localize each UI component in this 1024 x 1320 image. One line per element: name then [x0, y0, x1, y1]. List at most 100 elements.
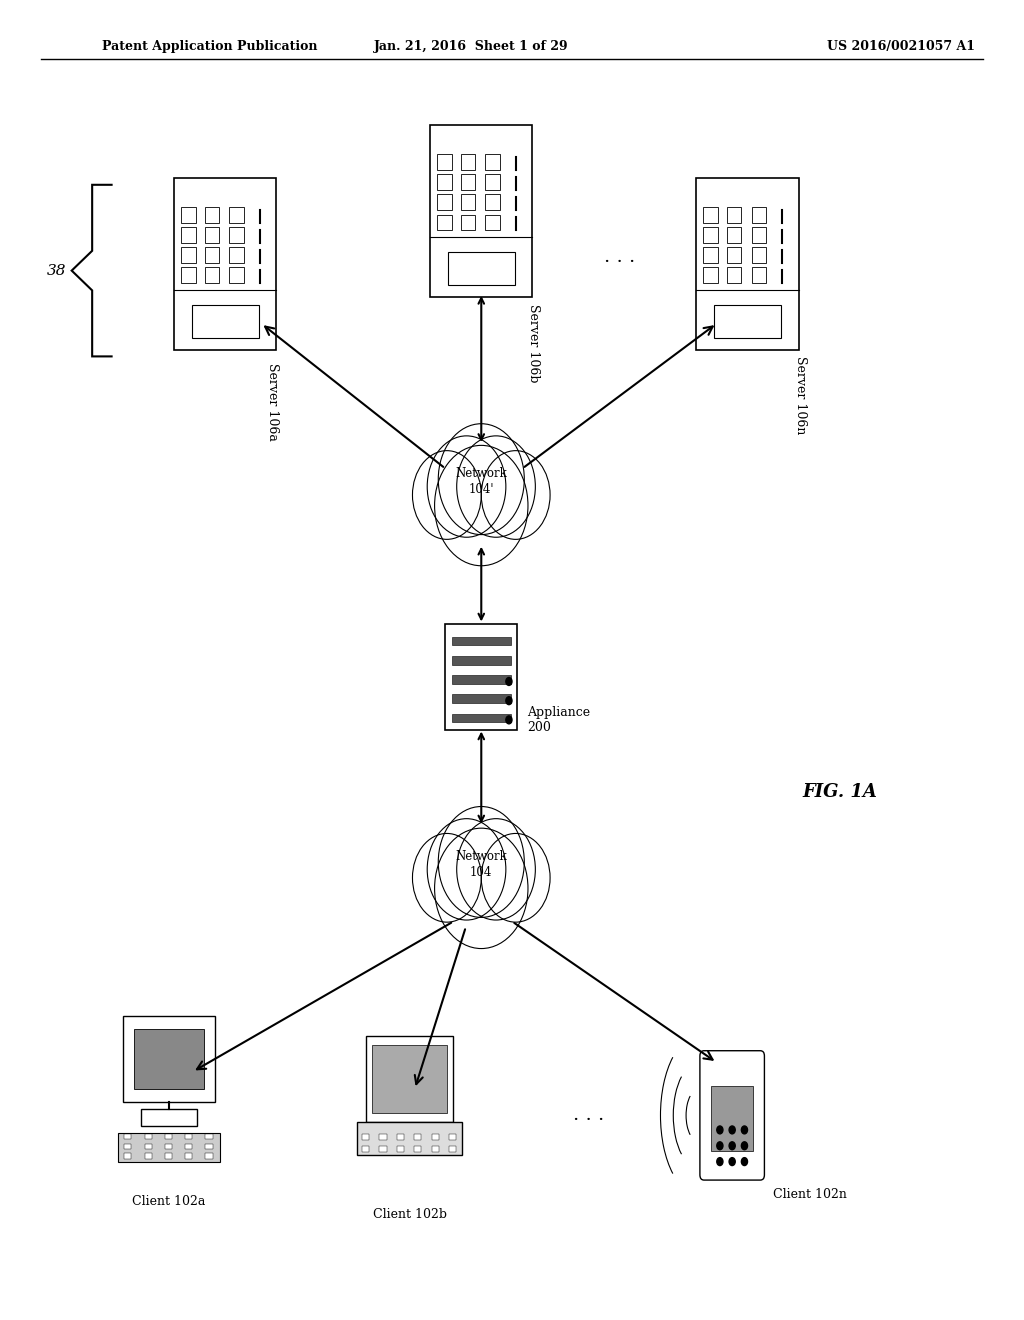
FancyBboxPatch shape: [452, 676, 511, 684]
FancyBboxPatch shape: [229, 247, 244, 263]
FancyBboxPatch shape: [437, 194, 452, 210]
FancyBboxPatch shape: [430, 125, 532, 297]
FancyBboxPatch shape: [206, 1154, 213, 1159]
FancyBboxPatch shape: [727, 247, 741, 263]
Circle shape: [506, 677, 512, 685]
FancyBboxPatch shape: [703, 247, 718, 263]
Circle shape: [427, 436, 506, 537]
Text: Client 102n: Client 102n: [773, 1188, 847, 1201]
FancyBboxPatch shape: [205, 207, 219, 223]
Text: Patent Application Publication: Patent Application Publication: [102, 40, 317, 53]
FancyBboxPatch shape: [229, 267, 244, 282]
FancyBboxPatch shape: [141, 1109, 197, 1126]
Text: Jan. 21, 2016  Sheet 1 of 29: Jan. 21, 2016 Sheet 1 of 29: [374, 40, 568, 53]
FancyBboxPatch shape: [397, 1146, 403, 1152]
Text: Network
104': Network 104': [456, 467, 507, 496]
FancyBboxPatch shape: [205, 267, 219, 282]
Circle shape: [717, 1158, 723, 1166]
FancyBboxPatch shape: [205, 227, 219, 243]
FancyBboxPatch shape: [380, 1146, 387, 1152]
FancyBboxPatch shape: [485, 215, 500, 231]
Text: 38: 38: [46, 264, 67, 277]
FancyBboxPatch shape: [437, 154, 452, 170]
FancyBboxPatch shape: [124, 1134, 131, 1139]
Text: FIG. 1A: FIG. 1A: [802, 783, 878, 801]
FancyBboxPatch shape: [752, 207, 766, 223]
FancyBboxPatch shape: [452, 694, 511, 704]
Circle shape: [717, 1142, 723, 1150]
FancyBboxPatch shape: [485, 194, 500, 210]
Text: Server 106a: Server 106a: [266, 363, 280, 441]
Circle shape: [427, 818, 506, 920]
FancyBboxPatch shape: [485, 174, 500, 190]
FancyBboxPatch shape: [461, 174, 475, 190]
Circle shape: [741, 1126, 748, 1134]
Circle shape: [438, 807, 524, 917]
FancyBboxPatch shape: [181, 267, 196, 282]
FancyBboxPatch shape: [362, 1134, 370, 1140]
FancyBboxPatch shape: [727, 207, 741, 223]
Circle shape: [438, 424, 524, 535]
FancyBboxPatch shape: [185, 1134, 193, 1139]
FancyBboxPatch shape: [134, 1030, 204, 1089]
FancyBboxPatch shape: [711, 1085, 754, 1151]
FancyBboxPatch shape: [193, 305, 258, 338]
FancyBboxPatch shape: [752, 247, 766, 263]
FancyBboxPatch shape: [357, 1122, 462, 1155]
FancyBboxPatch shape: [414, 1146, 422, 1152]
FancyBboxPatch shape: [461, 215, 475, 231]
FancyBboxPatch shape: [700, 1051, 764, 1180]
FancyBboxPatch shape: [485, 154, 500, 170]
FancyBboxPatch shape: [185, 1154, 193, 1159]
FancyBboxPatch shape: [144, 1154, 152, 1159]
Circle shape: [457, 818, 536, 920]
Circle shape: [506, 697, 512, 705]
FancyBboxPatch shape: [380, 1134, 387, 1140]
FancyBboxPatch shape: [124, 1154, 131, 1159]
Circle shape: [457, 436, 536, 537]
Circle shape: [481, 833, 550, 923]
FancyBboxPatch shape: [727, 267, 741, 282]
FancyBboxPatch shape: [461, 154, 475, 170]
Circle shape: [413, 833, 481, 923]
Circle shape: [506, 715, 512, 723]
Text: . . .: . . .: [573, 1106, 604, 1125]
FancyBboxPatch shape: [165, 1154, 172, 1159]
FancyBboxPatch shape: [437, 174, 452, 190]
FancyBboxPatch shape: [752, 227, 766, 243]
Circle shape: [434, 828, 528, 949]
FancyBboxPatch shape: [703, 207, 718, 223]
FancyBboxPatch shape: [124, 1143, 131, 1148]
FancyBboxPatch shape: [119, 1133, 220, 1162]
FancyBboxPatch shape: [452, 636, 511, 645]
FancyBboxPatch shape: [414, 1134, 422, 1140]
FancyBboxPatch shape: [445, 624, 517, 730]
Circle shape: [717, 1126, 723, 1134]
FancyBboxPatch shape: [229, 227, 244, 243]
FancyBboxPatch shape: [452, 714, 511, 722]
Text: Client 102b: Client 102b: [373, 1208, 446, 1221]
FancyBboxPatch shape: [449, 252, 514, 285]
FancyBboxPatch shape: [703, 267, 718, 282]
Text: Network
104: Network 104: [456, 850, 507, 879]
Circle shape: [413, 450, 481, 540]
FancyBboxPatch shape: [181, 247, 196, 263]
FancyBboxPatch shape: [206, 1143, 213, 1148]
Circle shape: [434, 445, 528, 566]
FancyBboxPatch shape: [144, 1143, 152, 1148]
FancyBboxPatch shape: [165, 1134, 172, 1139]
Circle shape: [729, 1158, 735, 1166]
FancyBboxPatch shape: [362, 1146, 370, 1152]
FancyBboxPatch shape: [229, 207, 244, 223]
FancyBboxPatch shape: [703, 227, 718, 243]
Circle shape: [729, 1142, 735, 1150]
FancyBboxPatch shape: [432, 1134, 439, 1140]
FancyBboxPatch shape: [437, 215, 452, 231]
FancyBboxPatch shape: [174, 178, 276, 350]
Text: Client 102a: Client 102a: [132, 1195, 206, 1208]
Circle shape: [741, 1142, 748, 1150]
Text: Server 106n: Server 106n: [794, 356, 807, 434]
FancyBboxPatch shape: [205, 247, 219, 263]
Text: . . .: . . .: [604, 248, 635, 267]
FancyBboxPatch shape: [450, 1146, 457, 1152]
